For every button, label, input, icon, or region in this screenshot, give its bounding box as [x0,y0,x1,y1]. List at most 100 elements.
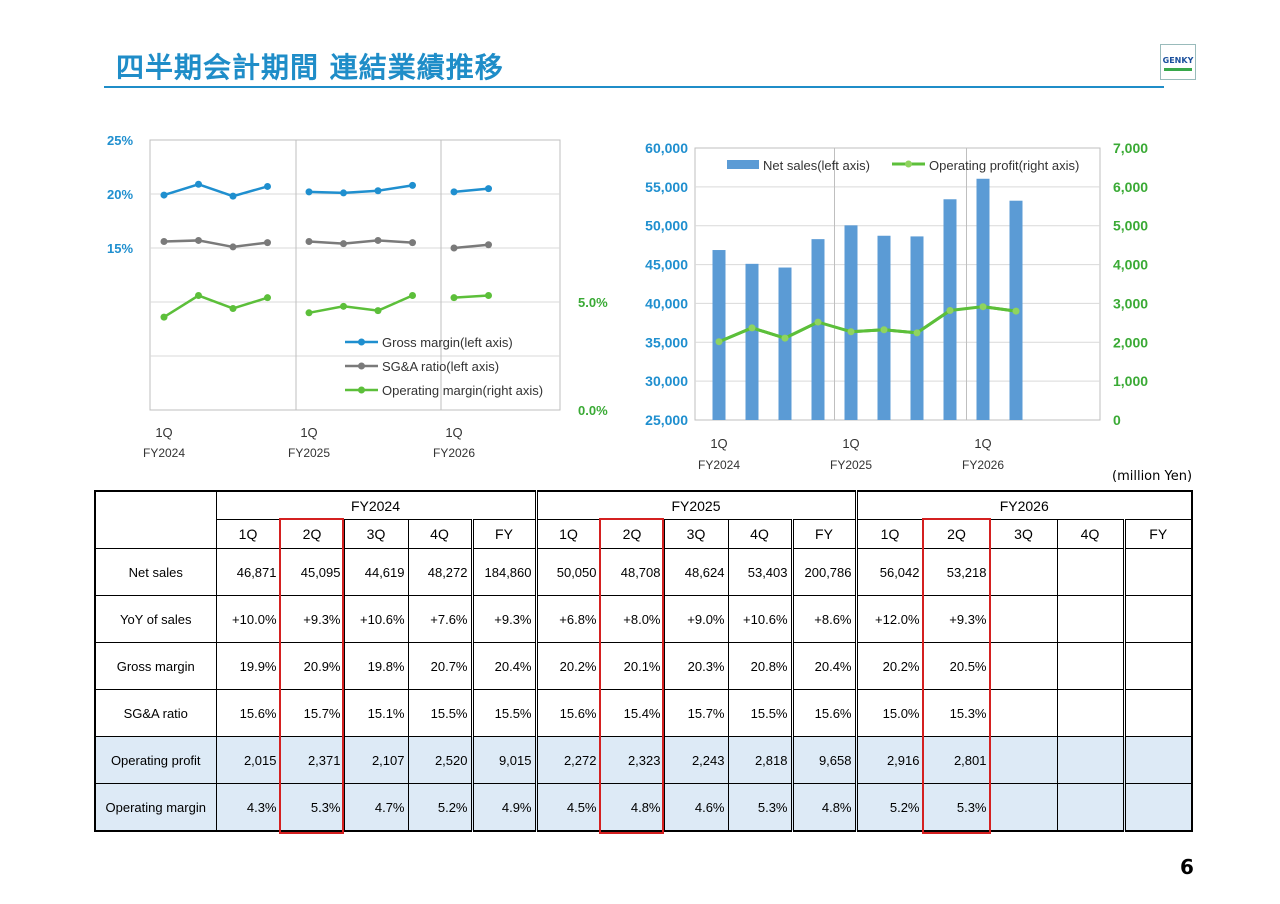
table-cell: 15.1% [343,689,409,737]
data-point [374,187,382,195]
quarter-header: 1Q [534,519,601,549]
row-label: Net sales [94,548,217,596]
right-tick-label: 7,000 [1113,140,1148,156]
table-row: SG&A ratio 15.6% 15.7% 15.1% 15.5% 15.5% 15.6%… [94,689,1193,737]
profit-point [748,324,756,332]
sales-bar [910,236,924,420]
table-cell: +10.0% [215,595,281,643]
quarter-header: 4Q [1056,519,1125,549]
table-cell: 48,272 [407,548,473,596]
data-point [450,244,458,252]
table-cell [1122,783,1193,832]
table-cell [1056,595,1125,643]
table-cell: 15.6% [534,689,601,737]
table-cell: 4.6% [663,783,729,832]
table-cell: 48,708 [599,548,665,596]
data-point [485,241,492,249]
table-cell: 20.5% [922,642,991,690]
table-cell [1056,548,1125,596]
right-tick-label: 6,000 [1113,179,1148,195]
year-header-fy2025: FY2025 [534,490,857,520]
table-cell: 15.0% [854,689,924,737]
table-cell: 20.4% [470,642,537,690]
x-tick-year: FY2025 [830,458,872,472]
table-cell: 5.2% [407,783,473,832]
table-cell: 20.9% [279,642,345,690]
sales-bar [712,250,726,420]
table-cell [989,689,1058,737]
table-cell: 4.8% [599,783,665,832]
data-point [409,181,416,189]
data-point [450,294,458,302]
table-cell [989,595,1058,643]
table-cell: 20.3% [663,642,729,690]
data-point [195,292,202,300]
x-tick-year: FY2025 [288,446,330,460]
sales-bar [778,267,792,420]
right-tick-label: 2,000 [1113,334,1148,350]
left-tick-label: 30,000 [645,373,688,389]
data-point [160,191,168,199]
quarter-header: 1Q [854,519,924,549]
table-cell [989,548,1058,596]
right-tick-label: 0.0% [578,403,608,418]
x-tick-quarter: 1Q [445,425,462,440]
table-cell: 53,403 [727,548,793,596]
left-tick-label: 35,000 [645,334,688,350]
table-cell: 2,107 [343,736,409,784]
table-row: Gross margin 19.9% 20.9% 19.8% 20.7% 20.4% 20.… [94,642,1193,690]
x-tick-quarter: 1Q [842,436,859,451]
table-cell: +9.0% [663,595,729,643]
quarter-header: 1Q [215,519,281,549]
data-point [409,239,416,247]
corner-cell [94,490,217,549]
sales-profit-chart: 60,000 55,000 50,000 45,000 40,000 35,000 30,0… [645,140,1148,472]
row-label: Operating profit [94,736,217,784]
table-cell: 5.3% [922,783,991,832]
table-cell: 20.2% [534,642,601,690]
table-cell: 46,871 [215,548,281,596]
sales-bar [745,263,759,420]
genky-logo: GENKY [1160,44,1196,80]
table-cell: 5.3% [727,783,793,832]
right-tick-label: 3,000 [1113,295,1148,311]
sales-bar [976,178,990,420]
x-tick-quarter: 1Q [155,425,172,440]
table-cell: +9.3% [922,595,991,643]
data-point [409,292,416,300]
data-point [264,182,271,190]
legend-label: Gross margin(left axis) [382,335,513,350]
table-cell: 20.4% [790,642,857,690]
profit-line-full [718,305,1017,344]
table-cell: 48,624 [663,548,729,596]
legend-label: Operating profit(right axis) [929,158,1079,173]
table-cell: 2,916 [854,736,924,784]
right-tick-label: 1,000 [1113,373,1148,389]
profit-point [715,338,723,346]
table-cell: 4.9% [470,783,537,832]
left-tick-label: 50,000 [645,218,688,234]
margin-ratio-chart: 25% 20% 15% 5.0% 0.0% 1Q FY2024 1Q FY2025 1Q FY202… [107,133,608,460]
table-cell: 2,371 [279,736,345,784]
series-line-2 [163,294,268,319]
logo-bar [1164,68,1192,71]
table-cell [1122,689,1193,737]
data-point [340,240,347,248]
profit-point [847,328,855,336]
data-point [305,309,313,317]
table-row: Operating profit 2,015 2,371 2,107 2,520 9,01… [94,736,1193,784]
left-tick-label: 25,000 [645,412,688,428]
logo-text: GENKY [1162,56,1194,65]
right-tick-label: 0 [1113,412,1121,428]
profit-point [979,303,987,311]
table-cell: 2,243 [663,736,729,784]
x-tick-quarter: 1Q [710,436,727,451]
table-cell [1056,689,1125,737]
table-cell: 50,050 [534,548,601,596]
page-title: 四半期会計期間 連結業績推移 [116,51,504,84]
data-point [195,180,202,188]
legend-marker [358,386,365,394]
table-row: Operating margin 4.3% 5.3% 4.7% 5.2% 4.9% 4.5%… [94,783,1193,832]
table-cell: +9.3% [470,595,537,643]
table-cell: 15.7% [663,689,729,737]
